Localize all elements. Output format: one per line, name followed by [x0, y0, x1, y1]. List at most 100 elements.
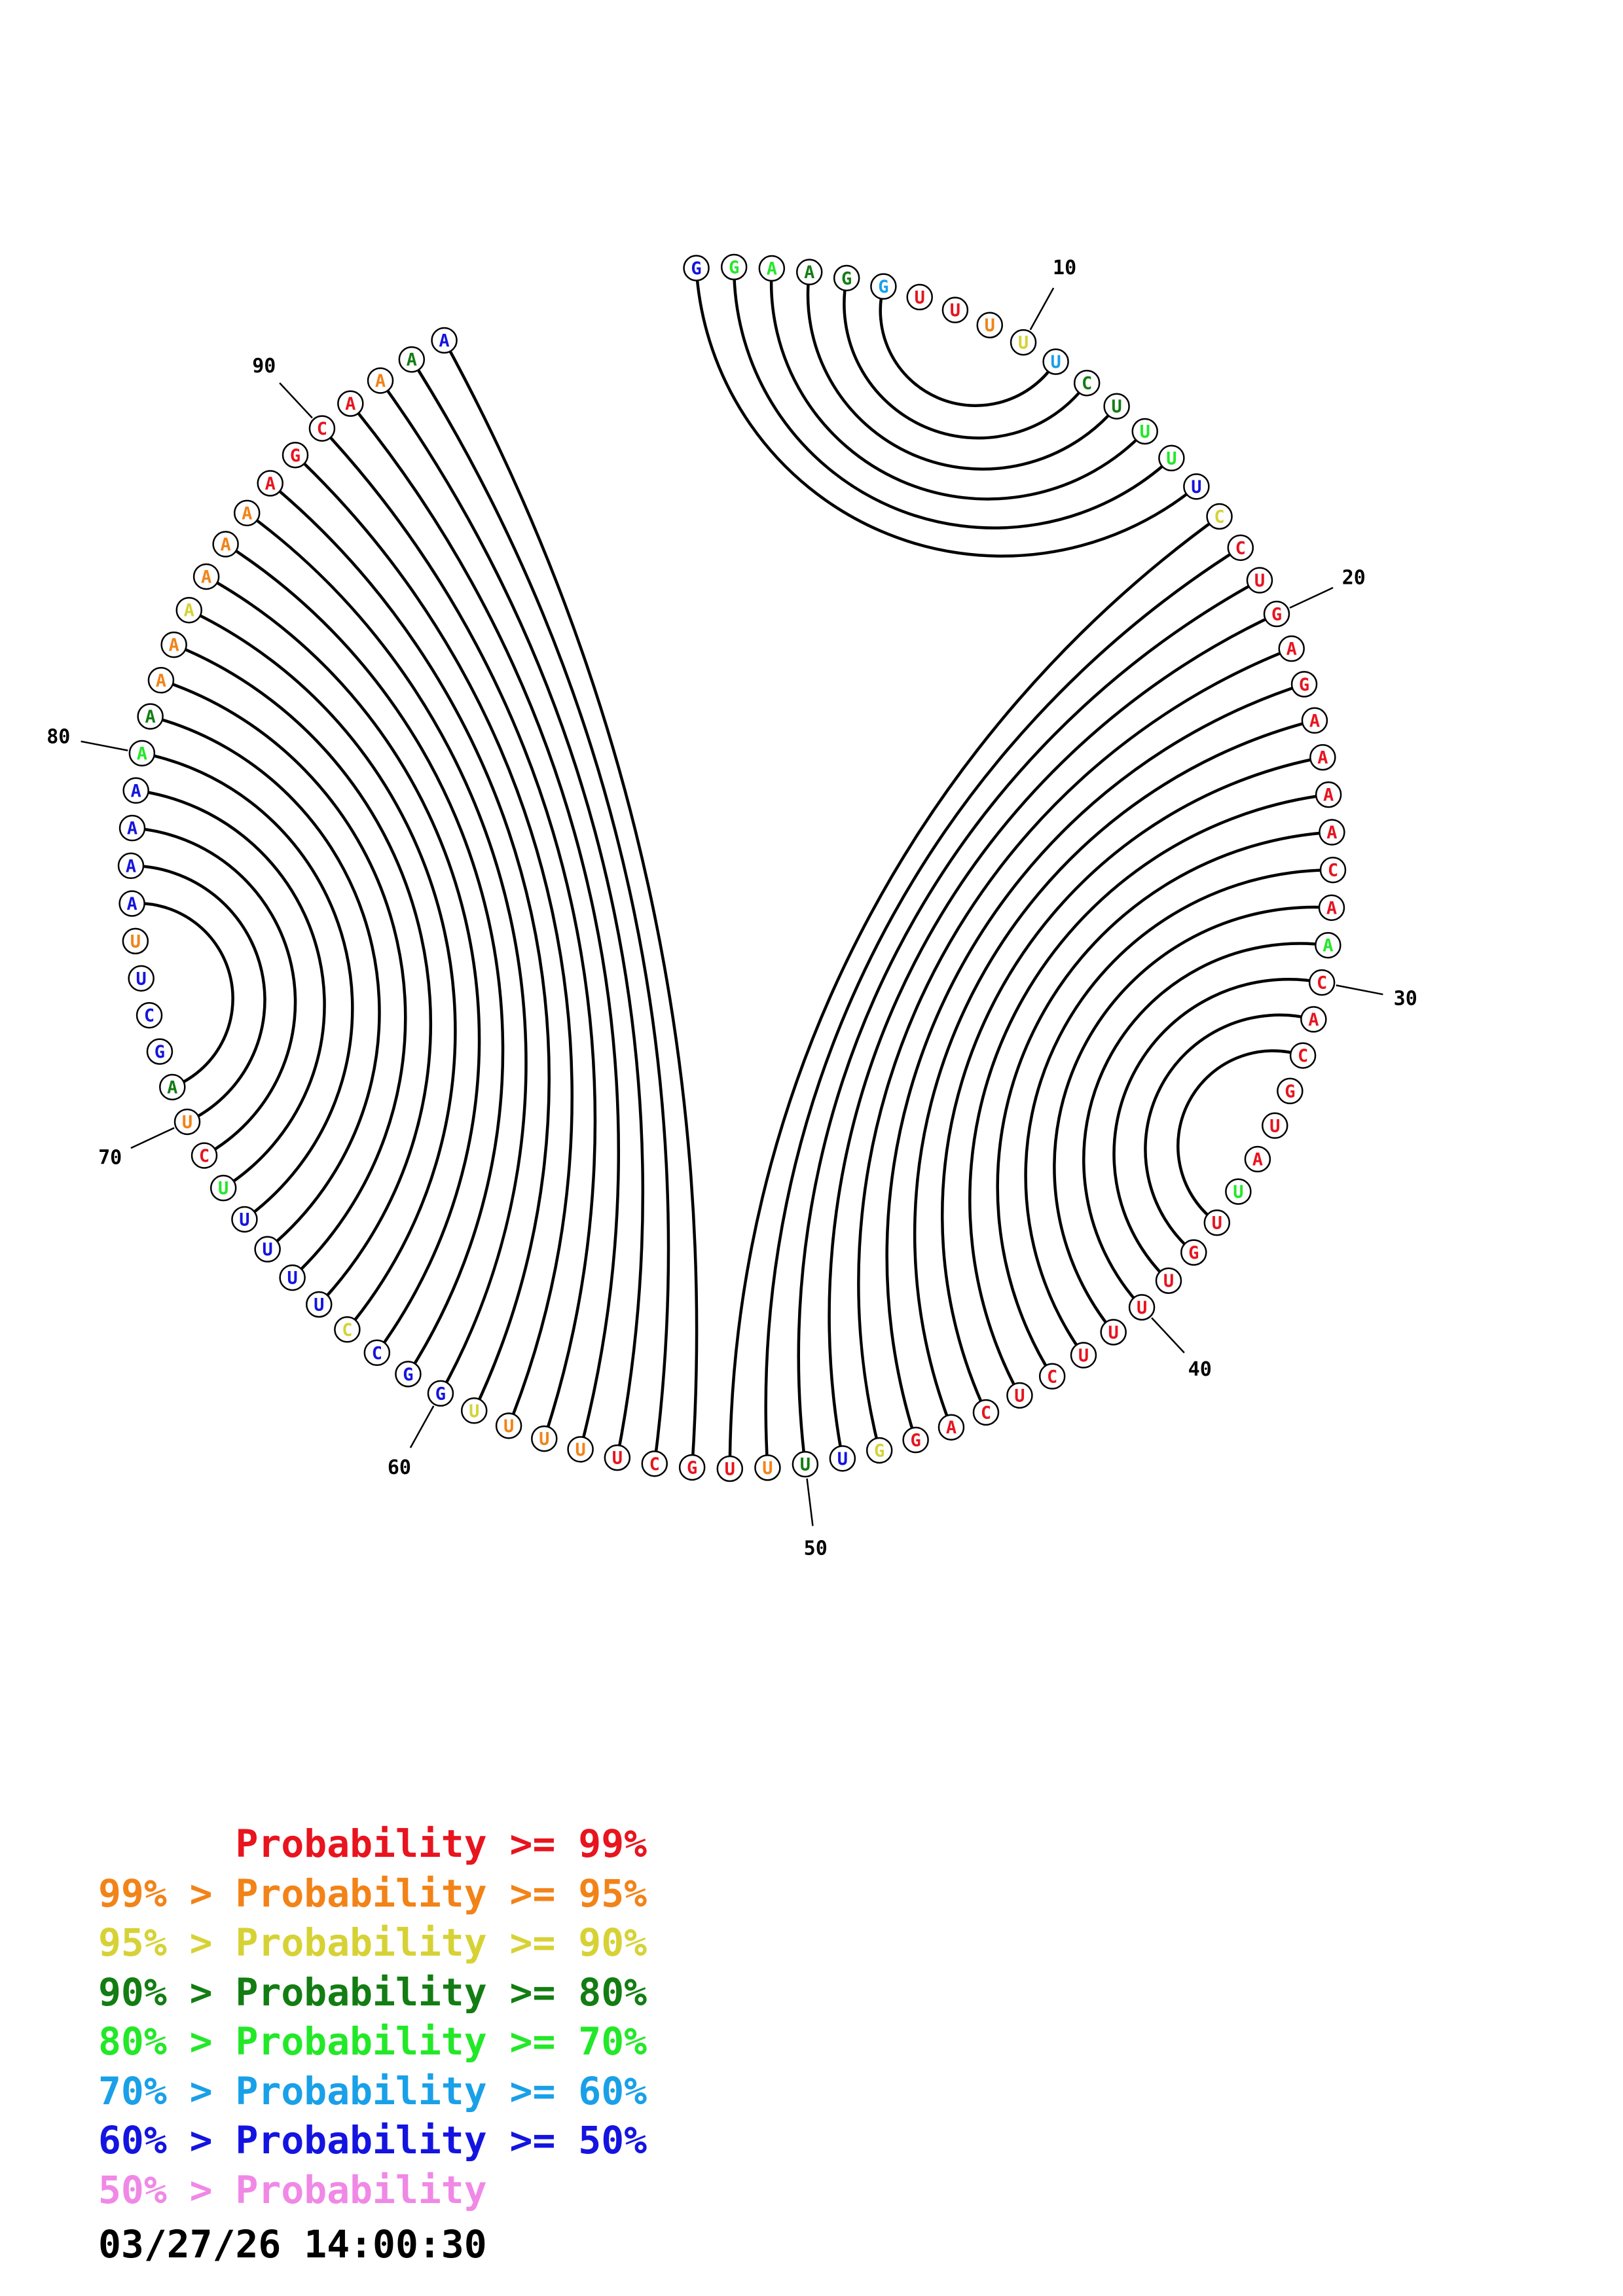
- nucleotide-4: A: [795, 259, 823, 285]
- legend-entry: 60% > Probability >= 50%: [98, 2118, 647, 2162]
- pair-arc-62-85: [206, 575, 481, 1354]
- nucleotide-circle: [1315, 931, 1341, 959]
- nucleotide-93: A: [398, 346, 426, 373]
- tick-label-90: 90: [252, 355, 276, 378]
- nucleotide-letter: U: [762, 1458, 773, 1479]
- nucleotide-31: A: [1300, 1006, 1327, 1033]
- nucleotide-ring: G G A A G GUUUUUCUUUUCCUGAGAAAACAACACGUAUUGUU…: [117, 253, 1347, 1482]
- base-pair-arcs: [130, 267, 1333, 1469]
- nucleotide-letter: G: [1285, 1081, 1295, 1102]
- nucleotide-letter: U: [915, 287, 925, 308]
- nucleotide-68: U: [210, 1174, 237, 1202]
- nucleotide-65: U: [279, 1264, 306, 1291]
- nucleotide-letter: U: [1254, 571, 1265, 591]
- nucleotide-91: A: [337, 390, 364, 417]
- nucleotide-78: A: [119, 814, 146, 842]
- nucleotide-51: U: [754, 1454, 781, 1481]
- nucleotide-circle: [604, 1444, 631, 1471]
- nucleotide-32: C: [1289, 1042, 1317, 1069]
- nucleotide-letter: U: [469, 1401, 479, 1422]
- tick-label-30: 30: [1394, 987, 1417, 1010]
- legend-entry: 80% > Probability >= 70%: [98, 2019, 647, 2064]
- nucleotide-letter: G: [435, 1384, 446, 1404]
- nucleotide-circle: [128, 965, 155, 992]
- nucleotide-18: C: [1227, 534, 1254, 562]
- pair-arc-54-93: [410, 358, 670, 1464]
- nucleotide-circle: [210, 1174, 237, 1202]
- nucleotide-46: A: [938, 1414, 965, 1441]
- nucleotide-circle: [1128, 1294, 1156, 1321]
- nucleotide-66: U: [254, 1236, 281, 1263]
- nucleotide-80: A: [128, 740, 156, 767]
- nucleotide-62: C: [363, 1339, 391, 1367]
- nucleotide-74: U: [128, 965, 155, 992]
- nucleotide-circle: [1246, 567, 1273, 594]
- nucleotide-76: A: [119, 890, 145, 917]
- nucleotide-41: U: [1100, 1319, 1127, 1346]
- nucleotide-circle: [1006, 1382, 1033, 1409]
- pair-arc-30-39: [1112, 978, 1322, 1282]
- nucleotide-circle: [866, 1437, 893, 1464]
- nucleotide-39: U: [1155, 1267, 1182, 1294]
- tick-line-10: [1029, 287, 1055, 331]
- pair-arc-63-84: [188, 609, 457, 1331]
- nucleotide-64: U: [306, 1291, 333, 1318]
- nucleotide-circle: [495, 1412, 522, 1439]
- nucleotide-letter: G: [1299, 675, 1309, 695]
- tick-line-60: [409, 1405, 435, 1448]
- pair-arc-28-41: [1053, 905, 1332, 1333]
- nucleotide-20: G: [1263, 600, 1290, 628]
- nucleotide-59: U: [460, 1397, 488, 1424]
- legend-entry: 95% > Probability >= 90%: [98, 1920, 647, 1965]
- nucleotide-16: U: [1183, 473, 1210, 500]
- tick-label-80: 80: [46, 726, 70, 749]
- nucleotide-letter: G: [878, 277, 888, 297]
- nucleotide-circle: [233, 499, 261, 527]
- nucleotide-38: G: [1180, 1239, 1207, 1266]
- nucleotide-circle: [1180, 1239, 1207, 1266]
- nucleotide-circle: [941, 296, 969, 323]
- nucleotide-73: C: [136, 1001, 163, 1029]
- nucleotide-circle: [1206, 503, 1233, 530]
- nucleotide-circle: [1103, 393, 1130, 420]
- nucleotide-42: U: [1070, 1342, 1097, 1369]
- probability-legend: Probability >= 99% 99% > Probability >= 9…: [98, 1820, 647, 2215]
- nucleotide-circle: [1262, 1112, 1288, 1139]
- nucleotide-57: U: [531, 1425, 558, 1452]
- nucleotide-circle: [122, 777, 149, 804]
- nucleotide-48: G: [866, 1437, 893, 1464]
- nucleotide-circle: [972, 1399, 1000, 1426]
- nucleotide-letter: U: [1163, 1271, 1174, 1291]
- nucleotide-letter: C: [144, 1006, 155, 1026]
- pair-arc-68-79: [136, 789, 326, 1190]
- pair-arc-21-48: [857, 647, 1292, 1451]
- tick-label-60: 60: [388, 1456, 411, 1479]
- position-ticks: 10 20 30 40 50 60 70 80 90: [46, 257, 1417, 1560]
- nucleotide-letter: C: [317, 419, 327, 439]
- pair-arc-17-52: [728, 515, 1220, 1469]
- nucleotide-5: G: [833, 264, 860, 292]
- nucleotide-circle: [641, 1450, 668, 1477]
- nucleotide-circle: [1158, 444, 1185, 472]
- pair-arc-32-37: [1176, 1049, 1304, 1224]
- nucleotide-circle: [306, 1291, 333, 1318]
- pair-arc-6-11: [879, 286, 1057, 407]
- nucleotide-34: U: [1262, 1112, 1288, 1139]
- nucleotide-circle: [427, 1380, 454, 1407]
- nucleotide-21: A: [1278, 635, 1305, 662]
- tick-line-20: [1289, 586, 1334, 609]
- nucleotide-circle: [870, 273, 897, 300]
- pair-arc-64-83: [173, 643, 433, 1306]
- nucleotide-letter: C: [1235, 538, 1246, 558]
- tick-line-40: [1151, 1317, 1185, 1354]
- nucleotide-letter: A: [767, 259, 777, 279]
- pair-arc-65-82: [160, 679, 407, 1279]
- nucleotide-88: A: [257, 470, 283, 497]
- nucleotide-70: U: [173, 1108, 201, 1136]
- nucleotide-47: G: [902, 1426, 929, 1454]
- nucleotide-circle: [1010, 329, 1037, 356]
- nucleotide-82: A: [147, 667, 175, 694]
- nucleotide-letter: A: [1252, 1150, 1263, 1170]
- nucleotide-circle: [1289, 1042, 1317, 1069]
- pair-arc-26-43: [996, 831, 1332, 1378]
